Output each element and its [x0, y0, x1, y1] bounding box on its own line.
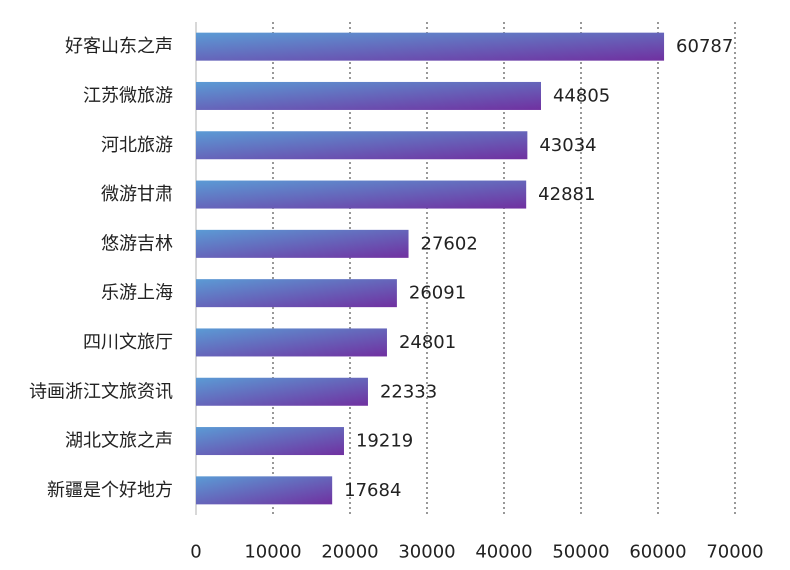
- x-tick-label-4: 40000: [475, 542, 532, 563]
- bars: [196, 32, 665, 505]
- value-labels: 60787 44805 43034 42881 27602 26091 24801 22333…: [344, 36, 733, 501]
- category-label-8: 湖北文旅之声: [65, 431, 173, 452]
- value-label-2: 43034: [539, 135, 596, 156]
- bar-5: [196, 279, 397, 308]
- category-label-6: 四川文旅厅: [83, 332, 173, 353]
- value-label-3: 42881: [538, 184, 595, 205]
- x-tick-label-2: 20000: [321, 542, 378, 563]
- value-label-6: 24801: [399, 332, 456, 353]
- value-label-0: 60787: [676, 36, 733, 57]
- bar-9: [196, 476, 333, 505]
- value-label-5: 26091: [409, 283, 466, 304]
- x-axis-ticks: 0 10000 20000 30000 40000 50000 60000 70000: [190, 542, 763, 563]
- value-label-8: 19219: [356, 431, 413, 452]
- x-tick-label-5: 50000: [552, 542, 609, 563]
- x-tick-label-3: 30000: [398, 542, 455, 563]
- x-tick-label-7: 70000: [706, 542, 763, 563]
- category-label-9: 新疆是个好地方: [47, 480, 173, 501]
- category-label-0: 好客山东之声: [65, 36, 173, 57]
- category-label-7: 诗画浙江文旅资讯: [29, 381, 173, 402]
- category-label-1: 江苏微旅游: [83, 85, 173, 106]
- x-tick-label-6: 60000: [629, 542, 686, 563]
- bar-4: [196, 229, 409, 258]
- value-label-7: 22333: [380, 381, 437, 402]
- value-label-4: 27602: [421, 233, 478, 254]
- bar-7: [196, 377, 368, 406]
- value-label-1: 44805: [553, 85, 610, 106]
- bar-3: [196, 180, 527, 209]
- bar-2: [196, 131, 528, 160]
- value-label-9: 17684: [344, 480, 401, 501]
- bar-0: [196, 32, 665, 61]
- category-label-5: 乐游上海: [101, 283, 173, 304]
- bar-8: [196, 427, 344, 456]
- category-label-4: 悠游吉林: [101, 233, 173, 254]
- x-tick-label-0: 0: [190, 542, 201, 563]
- category-label-2: 河北旅游: [101, 135, 173, 156]
- x-tick-label-1: 10000: [244, 542, 301, 563]
- category-labels: 好客山东之声江苏微旅游河北旅游微游甘肃悠游吉林乐游上海四川文旅厅诗画浙江文旅资讯…: [29, 36, 173, 501]
- bar-1: [196, 81, 541, 110]
- bar-6: [196, 328, 387, 357]
- category-label-3: 微游甘肃: [101, 184, 173, 205]
- grid-lines: [272, 22, 736, 515]
